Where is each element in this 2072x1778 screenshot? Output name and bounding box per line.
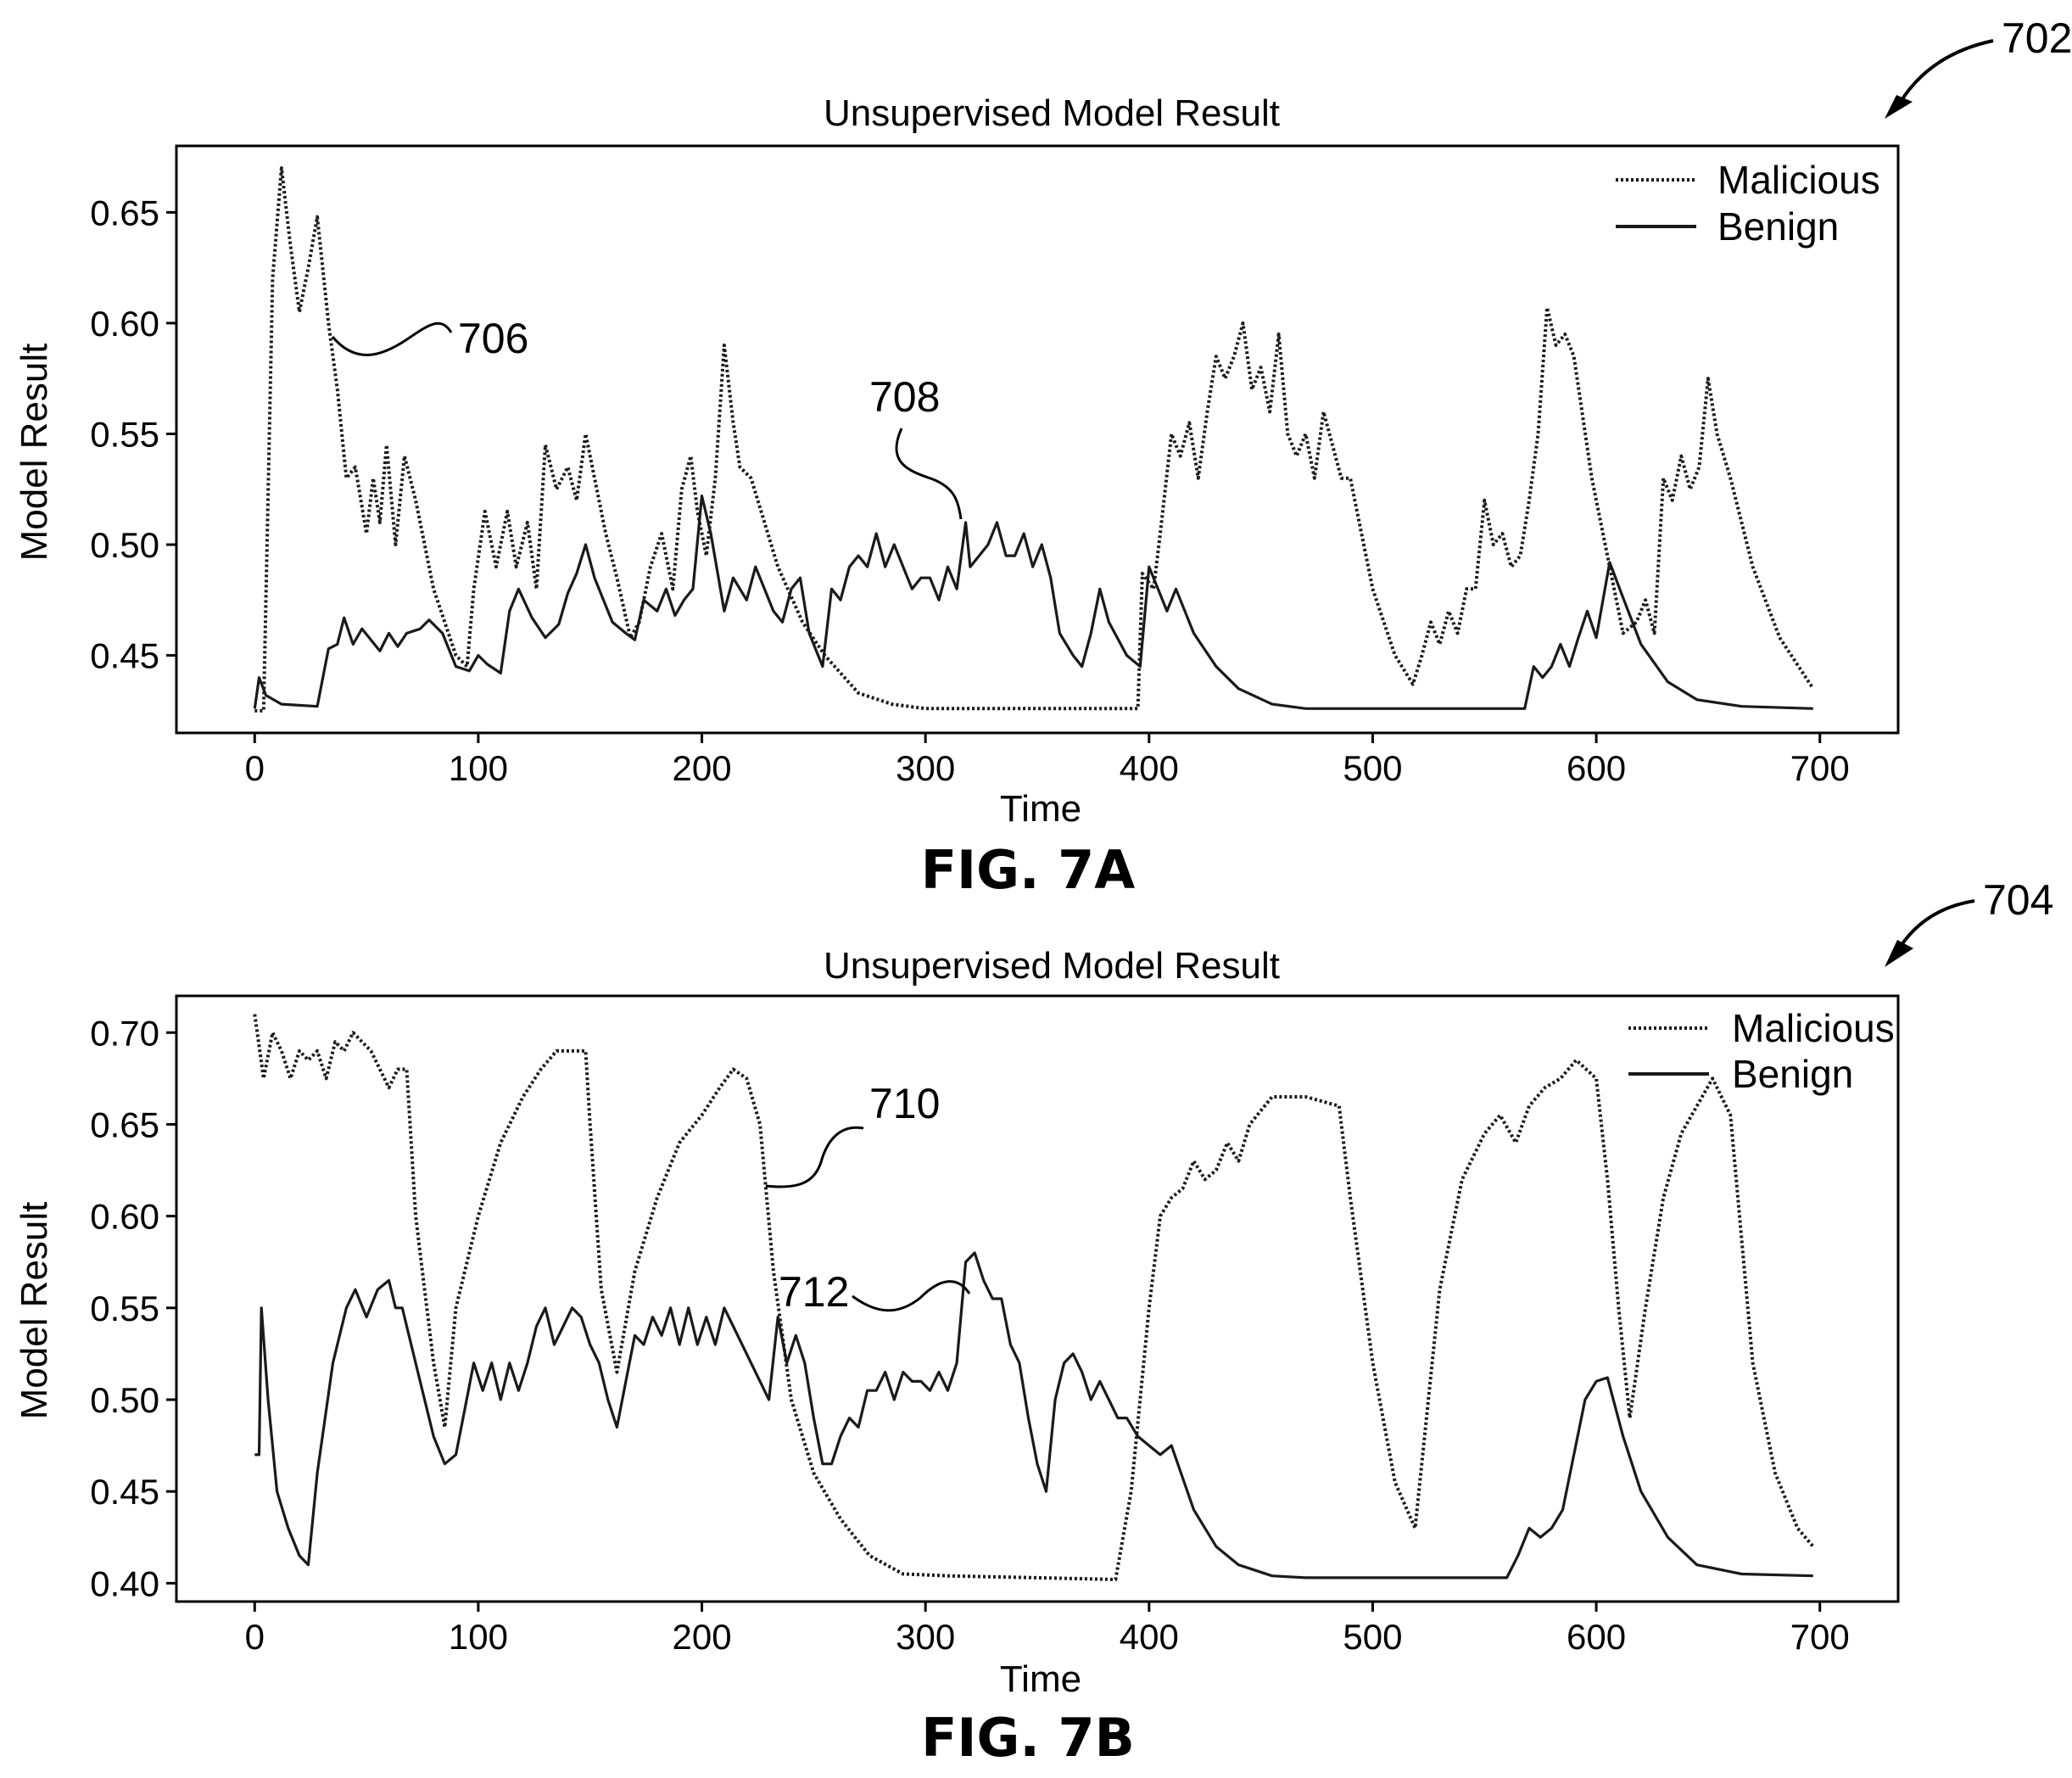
x-tick-label: 0 <box>245 1617 265 1657</box>
legend: Malicious Benign <box>1628 1006 1895 1096</box>
series-line-malicious <box>253 1014 1815 1581</box>
legend-label-benign: Benign <box>1732 1052 1853 1096</box>
legend-label-benign: Benign <box>1717 204 1839 249</box>
callout-leader-712 <box>852 1280 971 1312</box>
x-tick-label: 300 <box>896 748 955 788</box>
callout-706: 706 <box>458 315 528 362</box>
plot-frame <box>175 994 1900 1603</box>
x-tick-label: 600 <box>1567 748 1626 788</box>
x-tick-label: 700 <box>1790 1617 1850 1657</box>
y-tick-label: 0.65 <box>90 193 159 232</box>
y-tick-label: 0.65 <box>90 1104 159 1144</box>
x-tick-label: 100 <box>449 1617 508 1657</box>
x-tick-label: 400 <box>1120 1617 1179 1657</box>
axes: 0 100 200 300 400 500 600 700 0.45 0.50 0.55 0.60 0.… <box>90 193 1850 788</box>
x-tick-label: 500 <box>1343 1617 1402 1657</box>
x-tick-label: 600 <box>1567 1617 1626 1657</box>
y-tick-label: 0.60 <box>90 1197 159 1237</box>
callout-710: 710 <box>869 1080 940 1127</box>
reference-arrowhead-704 <box>1885 940 1913 967</box>
y-tick-label: 0.70 <box>90 1013 159 1053</box>
y-tick-label: 0.45 <box>90 636 159 676</box>
y-tick-label: 0.55 <box>90 1289 159 1328</box>
callout-leader-710 <box>765 1126 864 1188</box>
x-tick-label: 200 <box>673 748 732 788</box>
x-tick-label: 400 <box>1120 748 1179 788</box>
reference-arrowhead-702 <box>1885 95 1913 119</box>
x-tick-label: 0 <box>245 748 265 788</box>
legend: Malicious Benign <box>1616 158 1880 249</box>
x-tick-label: 200 <box>673 1617 732 1657</box>
series-group <box>253 1014 1815 1581</box>
y-tick-label: 0.50 <box>90 525 159 565</box>
callout-712: 712 <box>779 1268 849 1316</box>
plot-frame <box>175 144 1900 735</box>
reference-number-704: 704 <box>1983 876 2053 924</box>
series-line-malicious <box>254 166 1815 713</box>
x-axis-label: Time <box>1000 788 1081 830</box>
y-tick-label: 0.50 <box>90 1380 159 1420</box>
y-tick-label: 0.55 <box>90 414 159 454</box>
reference-arrow-702 <box>1894 39 1994 111</box>
x-tick-label: 500 <box>1343 748 1402 788</box>
series-line-benign <box>254 1251 1813 1580</box>
legend-label-malicious: Malicious <box>1732 1006 1895 1050</box>
y-tick-label: 0.60 <box>90 304 159 344</box>
chart-title: Unsupervised Model Result <box>824 92 1280 134</box>
x-axis-label: Time <box>1000 1658 1081 1700</box>
reference-number-702: 702 <box>2002 14 2072 62</box>
x-tick-label: 300 <box>896 1617 955 1657</box>
x-tick-label: 100 <box>449 748 508 788</box>
chart-7a: 702 Unsupervised Model Result 0 100 200 300… <box>14 14 2072 901</box>
series-line-benign <box>253 495 1813 710</box>
y-axis-label: Model Result <box>14 1202 55 1420</box>
figure-caption-7b: FIG. 7B <box>921 1707 1135 1769</box>
callout-leader-708 <box>895 428 963 520</box>
axes: 0 100 200 300 400 500 600 700 0.40 0.45 0.50 0.55 0.… <box>90 1013 1850 1657</box>
y-tick-label: 0.45 <box>90 1472 159 1512</box>
callout-708: 708 <box>869 373 940 421</box>
y-tick-label: 0.40 <box>90 1563 159 1603</box>
callout-leader-706 <box>331 321 453 356</box>
y-axis-label: Model Result <box>14 344 55 562</box>
figure-caption-7a: FIG. 7A <box>921 839 1136 901</box>
x-tick-label: 700 <box>1790 748 1850 788</box>
chart-7b: 704 Unsupervised Model Result 0 100 200 300… <box>14 876 2053 1769</box>
series-group <box>253 166 1815 713</box>
chart-title: Unsupervised Model Result <box>824 945 1280 987</box>
legend-label-malicious: Malicious <box>1717 158 1880 202</box>
